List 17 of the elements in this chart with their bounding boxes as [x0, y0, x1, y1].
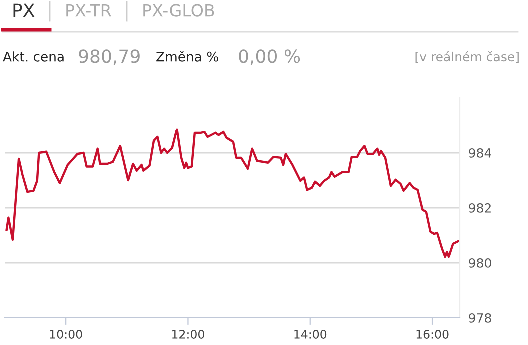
text: Akt. cena: [3, 52, 64, 62]
y-tick-label: 978: [469, 313, 492, 323]
y-tick-label: 984: [469, 148, 492, 158]
text: 0,00 %: [239, 50, 300, 66]
x-tick-label: 12:00: [172, 330, 204, 339]
text: PX-TR: [66, 4, 112, 17]
x-tick-label: 16:00: [416, 330, 449, 339]
y-tick-label: 980: [469, 258, 492, 268]
x-tick-label: 14:00: [294, 330, 327, 339]
chart-title: PX: [14, 4, 35, 17]
text: [v reálném čase]: [416, 51, 519, 64]
line-series: [6, 128, 460, 258]
text: 980,79: [79, 50, 140, 66]
text: PX-GLOB: [144, 4, 214, 17]
x-tick-label: 10:00: [50, 330, 82, 339]
y-tick-label: 982: [469, 203, 491, 213]
text: Změna %: [156, 51, 218, 62]
